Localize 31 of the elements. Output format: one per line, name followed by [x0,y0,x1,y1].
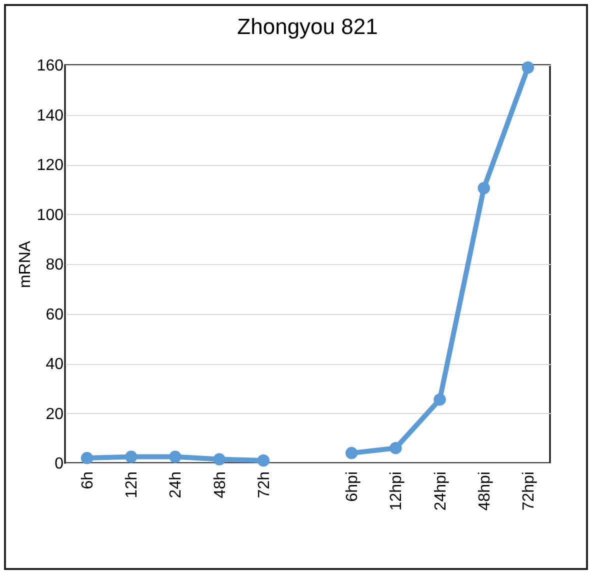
point [169,450,182,463]
point [390,442,402,454]
point [434,393,446,406]
chart-title: Zhongyou 821 [237,14,378,39]
point [80,452,94,464]
x-tick-label: 72h [256,472,273,498]
x-tick-label: 24hpi [432,472,450,511]
y-axis-title: mRNA [16,240,34,288]
x-tick-label: 6hpi [344,472,362,502]
y-tick-label: 0 [54,456,64,472]
y-tick-label: 40 [46,356,64,373]
x-tick-label: 48hpi [476,472,494,511]
x-tick-label: 12hpi [388,472,406,511]
point [213,453,226,466]
point [125,450,138,463]
point [257,454,270,467]
y-tick-label: 20 [46,406,64,423]
y-tick-label: 100 [36,206,64,224]
x-tick-label: 72hpi [520,472,538,511]
y-tick-label: 160 [36,58,64,74]
point [522,61,534,74]
y-tick-label: 140 [36,107,64,124]
point [478,182,490,194]
point [345,446,358,460]
y-tick-label: 60 [46,306,64,324]
x-tick-label: 6h [80,472,97,490]
y-tick-label: 80 [46,256,64,274]
x-tick-label: 48h [212,472,229,498]
x-tick-label: 24h [168,472,185,498]
x-tick-label: 12h [124,472,141,498]
y-tick-label: 120 [36,157,64,174]
